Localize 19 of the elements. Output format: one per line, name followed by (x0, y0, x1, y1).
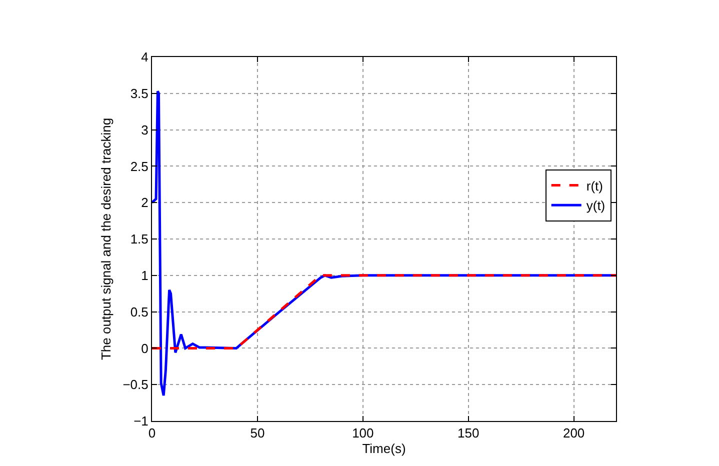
y-axis-title: The output signal and the desired tracking (98, 118, 114, 360)
legend-label: r(t) (586, 178, 603, 194)
y-tick-label: 4 (141, 50, 148, 65)
x-tick-label: 200 (562, 426, 585, 441)
x-tick-label: 100 (352, 426, 374, 441)
y-tick-label: 2.5 (130, 158, 148, 174)
y-tick-label: 0.5 (130, 304, 148, 320)
x-tick-label: 50 (250, 426, 265, 441)
y-tick-label: 0 (141, 340, 148, 356)
legend-label: y(t) (586, 198, 606, 214)
x-tick-label: 150 (458, 426, 480, 441)
y-tick-label: 2 (141, 195, 148, 210)
y-tick-label: 3.5 (130, 86, 148, 101)
x-axis-title: Time(s) (362, 441, 406, 456)
y-tick-label: 1.5 (130, 232, 148, 247)
y-tick-label: 1 (141, 268, 148, 283)
y-tick-label: 3 (141, 122, 148, 138)
y-tick-label: −0.5 (122, 377, 148, 392)
y-tick-label: −1 (134, 414, 148, 429)
